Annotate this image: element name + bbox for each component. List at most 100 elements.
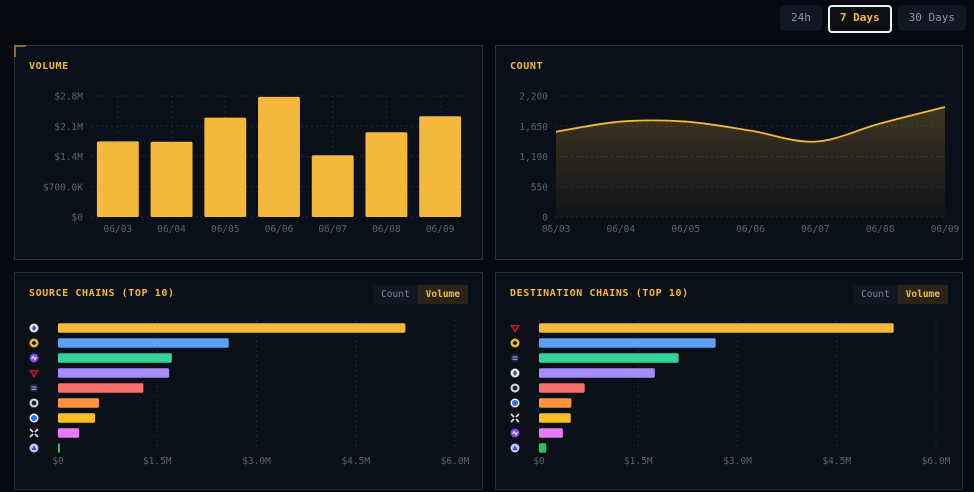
source-metric-toggle: Count Volume (373, 285, 468, 304)
corner-accent (14, 45, 26, 57)
chain-bar (539, 443, 547, 453)
scroll-icon (510, 383, 520, 393)
count-title: COUNT (510, 61, 544, 72)
x-tick-label: $0 (52, 456, 64, 467)
volume-bar (96, 141, 139, 217)
chain-bar (539, 338, 716, 348)
destination-chains-panel: $0 $1.5M $3.0M $4.5M $6.0M DESTINATION CHAIN… (495, 272, 963, 490)
ethereum-icon (29, 323, 39, 333)
range-30-days-button[interactable]: 30 Days (897, 5, 966, 31)
icon-shape (510, 353, 520, 363)
base-icon (29, 413, 39, 423)
icon-shape (31, 371, 37, 375)
count-panel: 0 550 1,100 1,650 2,200 06/03 06/04 06/05 06/06 0… (495, 45, 963, 260)
range-24h-button[interactable]: 24h (780, 5, 822, 31)
starknet-icon (29, 383, 39, 393)
icon-shape (32, 325, 36, 331)
range-7-days-button[interactable]: 7 Days (827, 5, 892, 33)
x-tick-label: 06/06 (736, 224, 765, 235)
volume-chart: $0 $700.0K $1.4M $2.1M $2.8M 06/03 06/04 06/05 0… (43, 92, 467, 235)
volume-panel: $0 $700.0K $1.4M $2.1M $2.8M 06/03 06/04 06/05 0… (14, 45, 483, 260)
polygon-icon (510, 428, 520, 438)
y-tick-label: 1,100 (519, 152, 548, 163)
icon-shape (29, 428, 39, 438)
chain-bar (58, 443, 60, 453)
x-tick-label: $0 (533, 456, 545, 467)
chain-bar (58, 368, 170, 378)
chain-bar (539, 413, 571, 423)
x-tick-label: 06/07 (318, 224, 347, 235)
volume-bar (258, 96, 300, 217)
x-tick-label: $1.5M (624, 456, 653, 467)
chain-bar (58, 338, 229, 348)
x-tick-label: 06/05 (211, 224, 240, 235)
x-tick-label: 06/03 (542, 224, 571, 235)
icon-shape (512, 400, 518, 406)
source-chains-title: SOURCE CHAINS (TOP 10) (29, 288, 175, 299)
polygon-icon (29, 353, 39, 363)
icon-shape (31, 400, 37, 406)
starknet-icon (510, 353, 520, 363)
icon-shape (31, 386, 37, 390)
base-icon (510, 398, 520, 408)
source-volume-toggle[interactable]: Volume (417, 285, 468, 304)
chain-bar (58, 383, 144, 393)
volume-bar (204, 117, 247, 217)
x-tick-label: 06/03 (104, 224, 133, 235)
arbitrum-icon (510, 325, 520, 333)
chain-bar (539, 323, 894, 333)
linea-icon (29, 443, 39, 453)
x-tick-label: 06/07 (801, 224, 830, 235)
volume-bar (311, 155, 354, 217)
icon-shape (29, 383, 39, 393)
x-tick-label: 06/04 (607, 224, 636, 235)
x-tick-label: $4.5M (822, 456, 851, 467)
icon-shape (512, 430, 518, 436)
x-tick-label: 06/05 (671, 224, 700, 235)
ethereum-icon (510, 368, 520, 378)
icon-shape (512, 326, 518, 330)
icon-shape (31, 445, 37, 450)
x-tick-label: 06/09 (426, 224, 455, 235)
x-tick-label: $3.0M (242, 456, 271, 467)
volume-bar (150, 141, 193, 217)
icon-shape (31, 415, 37, 421)
y-tick-label: 0 (542, 213, 548, 224)
count-line (555, 106, 946, 143)
y-tick-label: 1,650 (519, 122, 548, 133)
y-tick-label: 2,200 (519, 92, 548, 103)
chain-bar (58, 353, 172, 363)
y-tick-label: $1.4M (54, 152, 83, 163)
source-count-toggle[interactable]: Count (381, 289, 410, 300)
volume-bar (365, 132, 408, 217)
y-tick-label: $0 (72, 213, 84, 224)
chain-bar (58, 428, 80, 438)
destination-count-toggle[interactable]: Count (861, 289, 890, 300)
count-chart: 0 550 1,100 1,650 2,200 06/03 06/04 06/05 06/06 0… (519, 92, 959, 236)
source-chains-chart: $0 $1.5M $3.0M $4.5M $6.0M (29, 320, 470, 467)
destination-volume-toggle[interactable]: Volume (897, 285, 948, 304)
icon-shape (31, 355, 37, 361)
bnb-icon (29, 338, 39, 348)
icon-shape (512, 340, 518, 346)
x-tick-label: 06/08 (372, 224, 401, 235)
y-tick-label: $700.0K (43, 182, 83, 193)
zksync-icon (29, 428, 39, 438)
x-tick-label: $6.0M (441, 456, 470, 467)
source-chains-panel: $0 $1.5M $3.0M $4.5M $6.0M SOURCE CHAINS (TO… (14, 272, 483, 490)
scroll-icon (29, 398, 39, 408)
chain-bar (539, 383, 585, 393)
x-tick-label: 06/08 (866, 224, 895, 235)
destination-metric-toggle: Count Volume (853, 285, 948, 304)
arbitrum-icon (29, 370, 39, 378)
icon-shape (513, 370, 517, 376)
time-range-selector: 24h 7 Days 30 Days (780, 5, 966, 33)
volume-bar (419, 116, 462, 217)
icon-shape (512, 356, 518, 360)
chain-bar (539, 368, 655, 378)
x-tick-label: $4.5M (341, 456, 370, 467)
bnb-icon (510, 338, 520, 348)
chain-bar (539, 398, 572, 408)
y-tick-label: $2.1M (54, 122, 83, 133)
icon-shape (512, 385, 518, 391)
